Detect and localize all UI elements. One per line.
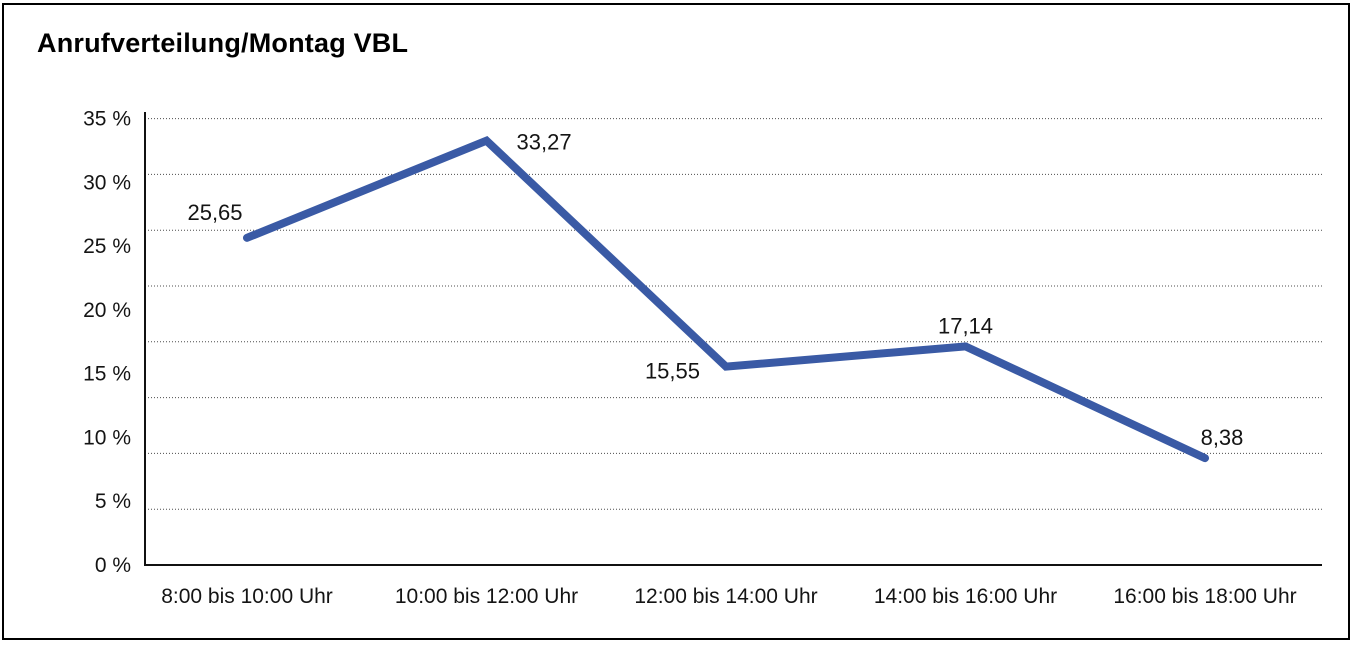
y-axis-tick-label: 15 % — [83, 363, 131, 386]
y-axis-tick-label: 5 % — [95, 490, 131, 513]
x-axis-category-label: 14:00 bis 16:00 Uhr — [874, 585, 1057, 608]
y-axis-tick-label: 25 % — [83, 235, 131, 258]
y-axis-tick-label: 30 % — [83, 171, 131, 194]
y-axis-tick-label: 20 % — [83, 299, 131, 322]
data-point-label: 17,14 — [938, 313, 993, 338]
x-axis-category-label: 10:00 bis 12:00 Uhr — [395, 585, 578, 608]
chart-border-frame — [2, 3, 1350, 640]
y-axis-tick-label: 10 % — [83, 426, 131, 449]
y-axis-tick-label: 0 % — [95, 554, 131, 577]
data-line — [243, 135, 1209, 463]
x-axis-category-label: 16:00 bis 18:00 Uhr — [1113, 585, 1296, 608]
y-axis-tick-label: 35 % — [83, 108, 131, 131]
x-axis-category-label: 8:00 bis 10:00 Uhr — [161, 585, 333, 608]
data-point-label: 25,65 — [187, 200, 242, 225]
data-point-label: 15,55 — [645, 359, 700, 384]
chart-title: Anrufverteilung/Montag VBL — [37, 28, 409, 58]
x-axis-category-label: 12:00 bis 14:00 Uhr — [634, 585, 817, 608]
data-point-label: 8,38 — [1201, 425, 1244, 450]
data-point-label: 33,27 — [517, 130, 572, 155]
